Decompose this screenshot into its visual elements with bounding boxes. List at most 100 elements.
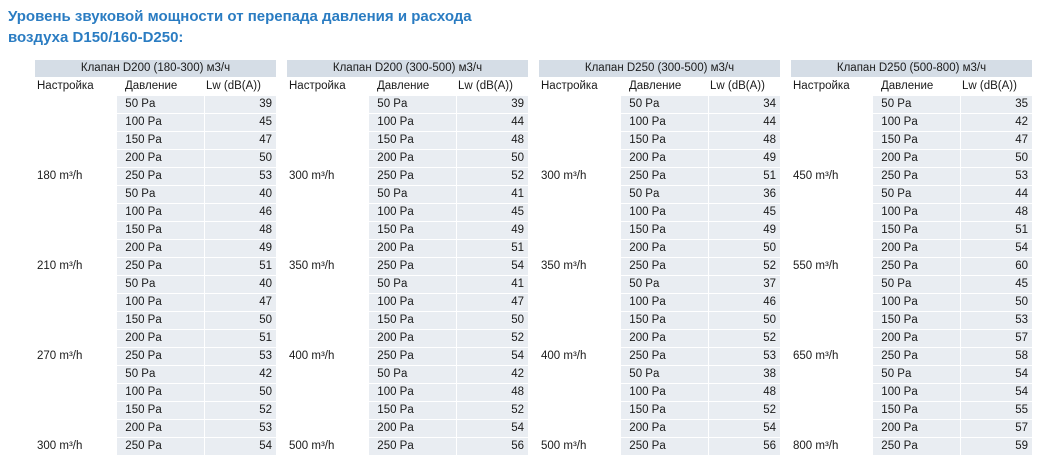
table-row: 210 m³/h 250 Pa 51 (35, 258, 276, 276)
pressure-cell: 100 Pa (620, 114, 708, 132)
table-row: 50 Pa 36 (539, 186, 780, 204)
table-row: 150 Pa 50 (287, 312, 528, 330)
setting-cell (35, 150, 117, 168)
lw-cell: 52 (455, 168, 528, 186)
table-row: 150 Pa 55 (791, 402, 1032, 420)
setting-cell (791, 384, 873, 402)
table-row: 200 Pa 52 (287, 330, 528, 348)
column-header-row: Настройка Давление Lw (dB(A)) (287, 78, 528, 96)
pressure-cell: 200 Pa (116, 420, 204, 438)
table-row: 50 Pa 38 (539, 366, 780, 384)
table-row: 100 Pa 47 (287, 294, 528, 312)
lw-cell: 46 (203, 204, 276, 222)
lw-cell: 50 (455, 312, 528, 330)
setting-cell (287, 420, 369, 438)
setting-cell (35, 222, 117, 240)
setting-cell (539, 330, 621, 348)
setting-cell (287, 402, 369, 420)
lw-cell: 54 (707, 420, 780, 438)
table-row: 150 Pa 52 (35, 402, 276, 420)
lw-cell: 49 (203, 240, 276, 258)
pressure-cell: 200 Pa (368, 150, 456, 168)
pressure-cell: 50 Pa (116, 366, 204, 384)
table-row: 100 Pa 50 (35, 384, 276, 402)
setting-cell (287, 114, 369, 132)
setting-cell (539, 186, 621, 204)
pressure-cell: 100 Pa (368, 384, 456, 402)
setting-cell (287, 150, 369, 168)
setting-cell (287, 384, 369, 402)
setting-cell (791, 330, 873, 348)
pressure-cell: 250 Pa (368, 258, 456, 276)
lw-cell: 58 (959, 348, 1032, 366)
setting-cell (791, 240, 873, 258)
table-header: Клапан D200 (300-500) м3/ч (287, 60, 528, 78)
setting-cell (539, 222, 621, 240)
column-header-lw: Lw (dB(A)) (960, 78, 1030, 95)
table-row: 150 Pa 52 (287, 402, 528, 420)
pressure-cell: 50 Pa (116, 96, 204, 114)
lw-cell: 48 (959, 204, 1032, 222)
table-row: 50 Pa 39 (287, 96, 528, 114)
lw-cell: 51 (203, 330, 276, 348)
setting-cell (35, 186, 117, 204)
table-row: 50 Pa 45 (791, 276, 1032, 294)
setting-cell (35, 204, 117, 222)
setting-cell: 400 m³/h (287, 348, 369, 366)
setting-cell (287, 186, 369, 204)
lw-cell: 47 (203, 294, 276, 312)
table-row: 50 Pa 35 (791, 96, 1032, 114)
setting-cell: 350 m³/h (287, 258, 369, 276)
setting-cell (539, 420, 621, 438)
pressure-cell: 200 Pa (116, 240, 204, 258)
pressure-cell: 200 Pa (116, 150, 204, 168)
column-header-row: Настройка Давление Lw (dB(A)) (791, 78, 1032, 96)
lw-cell: 52 (707, 402, 780, 420)
valve-table: Клапан D250 (300-500) м3/ч Настройка Давле… (539, 60, 780, 456)
lw-cell: 48 (707, 132, 780, 150)
setting-cell (791, 312, 873, 330)
pressure-cell: 150 Pa (620, 222, 708, 240)
lw-cell: 50 (203, 384, 276, 402)
setting-cell (35, 294, 117, 312)
table-row: 400 m³/h 250 Pa 53 (539, 348, 780, 366)
lw-cell: 54 (959, 366, 1032, 384)
pressure-cell: 50 Pa (368, 276, 456, 294)
table-row: 200 Pa 54 (539, 420, 780, 438)
pressure-cell: 150 Pa (872, 132, 960, 150)
lw-cell: 47 (959, 132, 1032, 150)
pressure-cell: 100 Pa (620, 294, 708, 312)
pressure-cell: 250 Pa (872, 168, 960, 186)
pressure-cell: 50 Pa (620, 186, 708, 204)
pressure-cell: 150 Pa (620, 402, 708, 420)
pressure-cell: 200 Pa (620, 150, 708, 168)
lw-cell: 53 (203, 420, 276, 438)
column-header-lw: Lw (dB(A)) (204, 78, 274, 95)
setting-cell (287, 330, 369, 348)
lw-cell: 52 (203, 402, 276, 420)
setting-cell: 500 m³/h (539, 438, 621, 456)
lw-cell: 45 (959, 276, 1032, 294)
pressure-cell: 150 Pa (116, 312, 204, 330)
setting-cell (539, 204, 621, 222)
lw-cell: 48 (455, 132, 528, 150)
lw-cell: 39 (455, 96, 528, 114)
lw-cell: 54 (455, 348, 528, 366)
pressure-cell: 200 Pa (620, 240, 708, 258)
table-row: 200 Pa 53 (35, 420, 276, 438)
setting-cell (791, 96, 873, 114)
lw-cell: 57 (959, 330, 1032, 348)
lw-cell: 45 (455, 204, 528, 222)
setting-cell (539, 150, 621, 168)
lw-cell: 51 (707, 168, 780, 186)
column-header-lw: Lw (dB(A)) (456, 78, 526, 95)
setting-cell (35, 420, 117, 438)
table-row: 650 m³/h 250 Pa 58 (791, 348, 1032, 366)
table-row: 150 Pa 50 (539, 312, 780, 330)
lw-cell: 55 (959, 402, 1032, 420)
setting-cell: 210 m³/h (35, 258, 117, 276)
table-row: 100 Pa 46 (539, 294, 780, 312)
lw-cell: 41 (455, 276, 528, 294)
column-header-pressure: Давление (873, 78, 960, 95)
page-title-line1: Уровень звуковой мощности от перепада да… (8, 8, 472, 25)
